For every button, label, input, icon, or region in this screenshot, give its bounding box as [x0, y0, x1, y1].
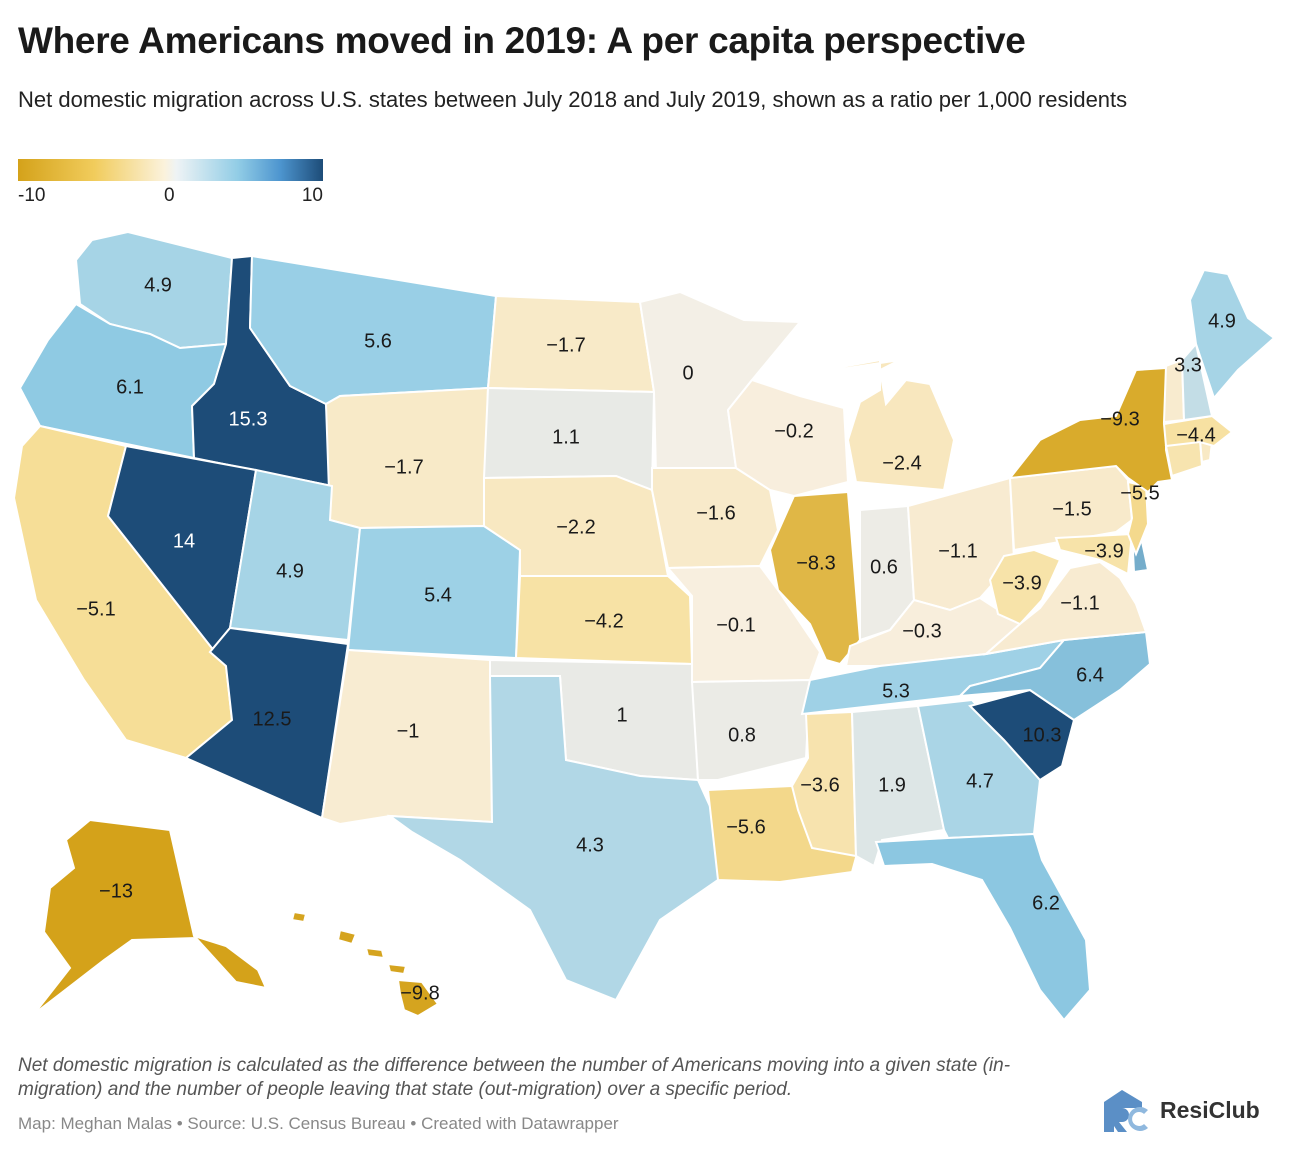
label-az: 12.5 — [253, 708, 292, 730]
state-il[interactable] — [768, 490, 862, 666]
label-va: −1.1 — [1060, 592, 1099, 614]
state-mi[interactable] — [769, 358, 956, 492]
label-wv: −3.9 — [1002, 572, 1041, 594]
label-nj: −5.5 — [1120, 482, 1159, 504]
resiclub-logo-icon — [1098, 1086, 1152, 1134]
state-me[interactable] — [1188, 268, 1276, 400]
label-ok: 1 — [616, 704, 627, 726]
label-ca: −5.1 — [76, 598, 115, 620]
label-wi: −0.2 — [774, 420, 813, 442]
label-ut: 4.9 — [276, 560, 304, 582]
label-mo: −0.1 — [716, 614, 755, 636]
label-sd: 1.1 — [552, 426, 580, 448]
label-nd: −1.7 — [546, 334, 585, 356]
legend-labels: -10 0 10 — [18, 185, 323, 209]
state-ak[interactable] — [33, 818, 268, 1015]
label-fl: 6.2 — [1032, 892, 1060, 914]
legend-min-label: -10 — [18, 185, 46, 206]
label-id: 15.3 — [229, 408, 268, 430]
label-ny: −9.3 — [1100, 408, 1139, 430]
state-wv[interactable] — [988, 548, 1062, 626]
label-mi: −2.4 — [882, 452, 921, 474]
legend-max-label: 10 — [301, 185, 323, 206]
label-hi: −9.8 — [400, 982, 439, 1004]
label-la: −5.6 — [726, 816, 765, 838]
legend-mid-label: 0 — [164, 185, 175, 206]
state-hi[interactable] — [290, 910, 440, 1018]
label-il: −8.3 — [796, 552, 835, 574]
state-wi[interactable] — [726, 378, 850, 498]
label-nm: −1 — [397, 720, 420, 742]
label-ia: −1.6 — [696, 502, 735, 524]
label-wy: −1.7 — [384, 456, 423, 478]
legend-gradient-bar — [18, 159, 323, 181]
label-ak: −13 — [99, 880, 133, 902]
chart-title: Where Americans moved in 2019: A per cap… — [18, 20, 1026, 61]
label-nc: 6.4 — [1076, 664, 1104, 686]
label-wa: 4.9 — [144, 274, 172, 296]
label-co: 5.4 — [424, 584, 452, 606]
label-ga: 4.7 — [966, 770, 994, 792]
state-nc[interactable] — [957, 630, 1152, 722]
label-in: 0.6 — [870, 556, 898, 578]
label-tx: 4.3 — [576, 834, 604, 856]
state-ar[interactable] — [690, 678, 812, 781]
label-nv: 14 — [173, 530, 195, 552]
label-oh: −1.1 — [938, 540, 977, 562]
label-sc: 10.3 — [1023, 724, 1062, 746]
label-mn: 0 — [682, 362, 693, 384]
us-map: 4.9 6.1 −5.1 15.3 14 5.6 −1.7 4.9 5.4 12… — [12, 230, 1276, 1022]
state-va[interactable] — [982, 560, 1148, 656]
state-md[interactable] — [1054, 532, 1134, 576]
label-me: 4.9 — [1208, 310, 1236, 332]
label-nh: 3.3 — [1174, 354, 1202, 376]
label-tn: 5.3 — [882, 680, 910, 702]
methodology-note: Net domestic migration is calculated as … — [18, 1055, 1011, 1100]
label-ky: −0.3 — [902, 620, 941, 642]
state-fl[interactable] — [874, 832, 1092, 1022]
label-pa: −1.5 — [1052, 498, 1091, 520]
state-tx[interactable] — [386, 675, 719, 1002]
label-ar: 0.8 — [728, 724, 756, 746]
source-credits: Map: Meghan Malas • Source: U.S. Census … — [18, 1114, 619, 1133]
color-legend: -10 0 10 — [18, 159, 323, 209]
label-ms: −3.6 — [800, 774, 839, 796]
resiclub-logo: ResiClub — [1098, 1086, 1260, 1134]
state-nh[interactable] — [1180, 341, 1214, 422]
label-ne: −2.2 — [556, 516, 595, 538]
label-al: 1.9 — [878, 774, 906, 796]
state-mo[interactable] — [665, 564, 822, 684]
label-md: −3.9 — [1084, 540, 1123, 562]
chart-subtitle: Net domestic migration across U.S. state… — [18, 87, 1128, 112]
resiclub-logo-text: ResiClub — [1160, 1096, 1260, 1123]
label-ks: −4.2 — [584, 610, 623, 632]
label-mt: 5.6 — [364, 330, 392, 352]
label-ma: −4.4 — [1176, 424, 1215, 446]
label-or: 6.1 — [116, 376, 144, 398]
